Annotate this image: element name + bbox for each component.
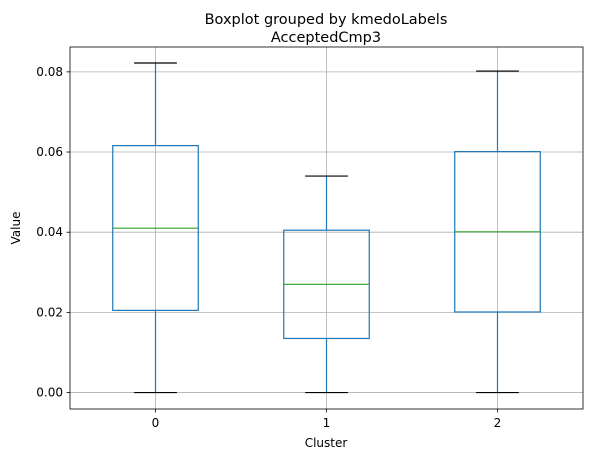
- y-tick-label: 0.06: [36, 145, 63, 159]
- y-axis-label: Value: [9, 212, 23, 245]
- axis-ticks: 0.00 0.02 0.04 0.06 0.08 0 1 2: [36, 65, 501, 430]
- x-axis-label: Cluster: [305, 436, 348, 450]
- y-tick-label: 0.08: [36, 65, 63, 79]
- boxes: [112, 62, 541, 394]
- y-tick-label: 0.00: [36, 386, 63, 400]
- x-tick-label: 2: [494, 416, 502, 430]
- x-tick-label: 0: [152, 416, 160, 430]
- chart-title: AcceptedCmp3: [271, 30, 381, 46]
- x-tick-label: 1: [323, 416, 331, 430]
- y-tick-label: 0.02: [36, 305, 63, 319]
- y-tick-label: 0.04: [36, 225, 63, 239]
- chart-suptitle: Boxplot grouped by kmedoLabels: [205, 12, 448, 28]
